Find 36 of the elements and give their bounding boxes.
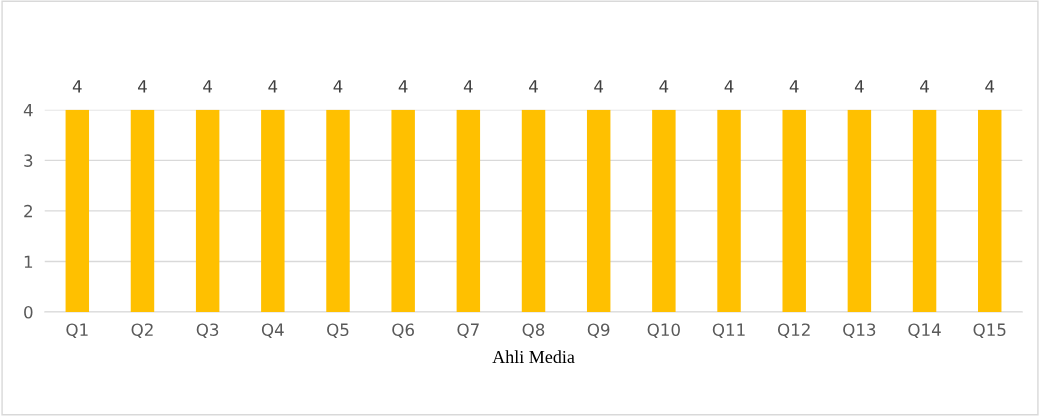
x-tick-label: Q1 (66, 323, 88, 338)
data-label: 4 (137, 80, 147, 93)
x-tick-label: Q15 (973, 323, 1006, 338)
x-tick-label: Q9 (587, 323, 610, 338)
x-tick-label: Q4 (261, 323, 284, 338)
x-tick-label: Q12 (777, 323, 810, 338)
data-label: 4 (854, 80, 864, 93)
y-tick-label: 4 (23, 104, 33, 117)
x-tick-label: Q11 (712, 323, 745, 338)
x-tick-label: Q8 (522, 323, 545, 338)
y-tick-label: 3 (24, 154, 33, 167)
data-label: 4 (789, 80, 799, 93)
y-tick-label: 1 (24, 255, 33, 268)
x-tick-label: Q3 (196, 323, 219, 338)
data-label: 4 (985, 80, 995, 93)
x-tick-label: Q5 (327, 323, 349, 338)
x-tick-label: Q10 (647, 323, 680, 338)
x-axis-title: Ahli Media (492, 350, 575, 364)
data-label: 4 (268, 80, 278, 93)
x-tick-label: Q6 (392, 323, 414, 338)
data-label: 4 (463, 80, 473, 93)
data-label: 4 (72, 80, 82, 93)
x-tick-label: Q13 (843, 323, 876, 338)
data-label: 4 (398, 80, 408, 93)
data-label: 4 (203, 80, 213, 93)
x-tick-label: Q14 (908, 323, 941, 338)
x-tick-label: Q7 (457, 323, 479, 338)
data-label: 4 (529, 80, 538, 93)
y-tick-label: 2 (24, 204, 32, 218)
y-tick-label: 0 (24, 305, 33, 319)
data-label: 4 (594, 80, 604, 93)
data-label: 4 (659, 80, 669, 93)
data-label: 4 (333, 80, 343, 93)
x-tick-label: Q2 (131, 323, 153, 338)
data-label: 4 (920, 80, 929, 93)
data-label: 4 (724, 80, 734, 93)
